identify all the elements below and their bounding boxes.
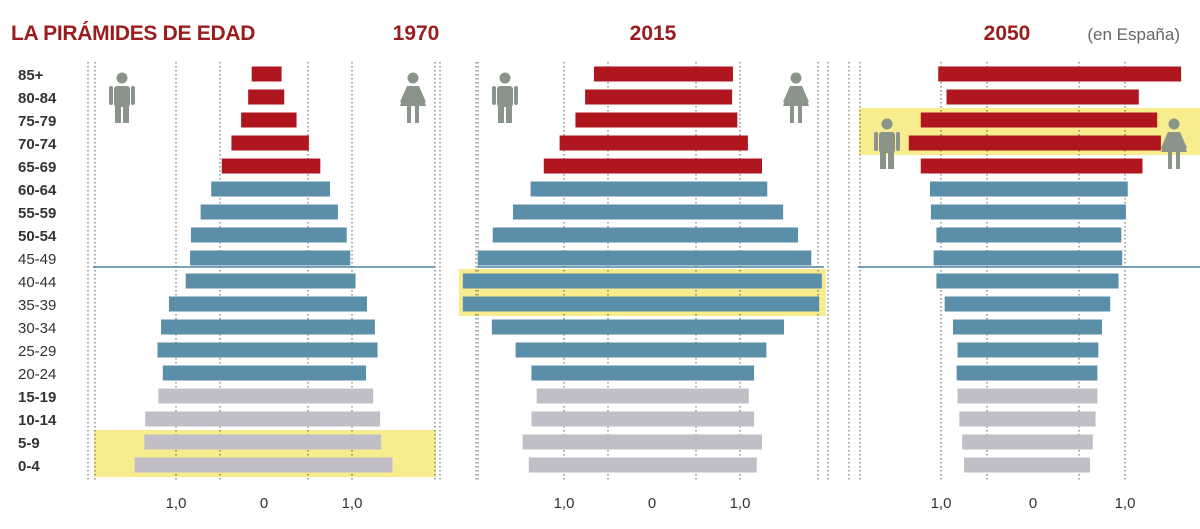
bar-2015-45-49 (477, 250, 812, 266)
age-label: 10-14 (18, 412, 57, 429)
bar-2050-80-84 (946, 89, 1139, 105)
bar-1970-0-4 (134, 457, 393, 473)
tick-label: 0 (260, 495, 268, 512)
bar-2015-20-24 (531, 365, 755, 381)
bar-1970-45-49 (190, 250, 351, 266)
bar-2050-55-59 (930, 204, 1126, 220)
woman-icon (783, 72, 809, 123)
bar-2050-60-64 (929, 181, 1128, 197)
bar-1970-50-54 (190, 227, 347, 243)
bar-2015-70-74 (559, 135, 748, 151)
woman-icon (400, 72, 426, 123)
bar-2015-60-64 (530, 181, 768, 197)
tick-label: 1,0 (342, 495, 363, 512)
bar-2015-50-54 (492, 227, 799, 243)
tick-label: 1,0 (1115, 495, 1136, 512)
tick-label: 0 (1029, 495, 1037, 512)
bar-1970-60-64 (211, 181, 330, 197)
age-label: 35-39 (18, 297, 56, 314)
chart-note: (en España) (1087, 25, 1180, 44)
bar-2050-0-4 (964, 457, 1091, 473)
bar-2015-65-69 (543, 158, 762, 174)
age-label: 40-44 (18, 274, 56, 291)
bar-2015-55-59 (512, 204, 784, 220)
bar-2050-50-54 (936, 227, 1122, 243)
bar-2050-85+ (938, 66, 1182, 82)
tick-label: 1,0 (931, 495, 952, 512)
bar-2050-25-29 (957, 342, 1099, 358)
tick-label: 1,0 (166, 495, 187, 512)
bar-2015-35-39 (462, 296, 820, 312)
age-label: 80-84 (18, 90, 57, 107)
age-label: 75-79 (18, 113, 56, 130)
bar-2015-40-44 (462, 273, 822, 289)
bar-2015-25-29 (515, 342, 767, 358)
bar-1970-20-24 (162, 365, 367, 381)
bar-1970-75-79 (241, 112, 297, 128)
bar-1970-5-9 (144, 434, 382, 450)
age-label: 60-64 (18, 182, 57, 199)
bar-1970-15-19 (158, 388, 374, 404)
man-icon (874, 118, 900, 169)
panel-title: 1970 (393, 22, 440, 45)
age-label: 30-34 (18, 320, 56, 337)
bar-2015-0-4 (528, 457, 757, 473)
tick-label: 1,0 (554, 495, 575, 512)
bar-2050-15-19 (957, 388, 1098, 404)
bar-1970-25-29 (157, 342, 378, 358)
bar-2050-45-49 (933, 250, 1123, 266)
chart-title: LA PIRÁMIDES DE EDAD (11, 22, 255, 45)
age-label: 50-54 (18, 228, 57, 245)
panel-title: 2050 (984, 22, 1031, 45)
bar-2015-75-79 (575, 112, 738, 128)
bar-1970-10-14 (145, 411, 381, 427)
age-label: 25-29 (18, 343, 56, 360)
bar-2050-65-69 (920, 158, 1143, 174)
age-label: 0-4 (18, 458, 40, 475)
tick-label: 0 (648, 495, 656, 512)
man-icon (109, 72, 135, 123)
age-label: 70-74 (18, 136, 57, 153)
tick-label: 1,0 (730, 495, 751, 512)
bar-2050-75-79 (920, 112, 1158, 128)
bar-1970-80-84 (248, 89, 285, 105)
bar-2015-5-9 (522, 434, 762, 450)
bar-1970-40-44 (185, 273, 356, 289)
bar-2050-5-9 (962, 434, 1093, 450)
man-icon (492, 72, 518, 123)
age-label: 65-69 (18, 159, 56, 176)
woman-icon (1161, 118, 1187, 169)
bar-1970-30-34 (161, 319, 375, 335)
age-label: 5-9 (18, 435, 40, 452)
bar-1970-55-59 (200, 204, 338, 220)
panel-title: 2015 (630, 22, 677, 45)
bar-1970-85+ (251, 66, 282, 82)
bar-2015-30-34 (491, 319, 784, 335)
bar-2050-40-44 (936, 273, 1119, 289)
bar-2050-30-34 (952, 319, 1102, 335)
bar-2015-80-84 (585, 89, 733, 105)
age-label: 15-19 (18, 389, 56, 406)
bar-2015-85+ (593, 66, 733, 82)
bar-1970-35-39 (168, 296, 367, 312)
bar-2015-10-14 (531, 411, 755, 427)
bar-1970-70-74 (231, 135, 309, 151)
age-label: 20-24 (18, 366, 56, 383)
age-label: 85+ (18, 67, 44, 84)
bar-2050-35-39 (944, 296, 1111, 312)
age-label: 55-59 (18, 205, 56, 222)
bar-2050-10-14 (959, 411, 1096, 427)
bar-2050-70-74 (908, 135, 1161, 151)
bar-2015-15-19 (536, 388, 749, 404)
bar-1970-65-69 (221, 158, 321, 174)
age-label: 45-49 (18, 251, 56, 268)
bar-2050-20-24 (956, 365, 1098, 381)
